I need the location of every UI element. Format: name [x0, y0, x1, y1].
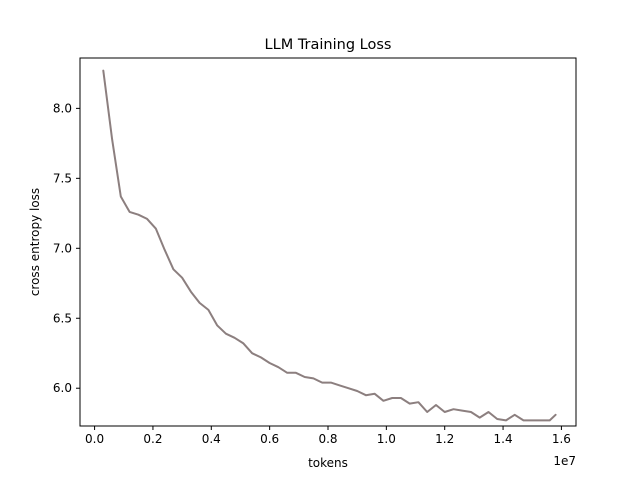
- y-tick-label: 6.0: [53, 381, 72, 395]
- x-tick-label: 1.4: [494, 432, 513, 446]
- y-axis-ticks: 6.0 6.5 7.0 7.5 8.0: [53, 101, 80, 395]
- x-axis-ticks: 0.0 0.2 0.4 0.6 0.8 1.0 1.2 1.4 1.6: [85, 426, 571, 446]
- y-tick-label: 8.0: [53, 101, 72, 115]
- loss-series-line: [102, 69, 557, 422]
- y-tick-label: 7.0: [53, 241, 72, 255]
- x-tick-label: 1.2: [435, 432, 454, 446]
- x-axis-label: tokens: [308, 456, 348, 470]
- x-tick-label: 0.8: [318, 432, 337, 446]
- x-tick-label: 1.6: [552, 432, 571, 446]
- x-axis-offset-label: 1e7: [553, 454, 576, 468]
- x-tick-label: 0.0: [85, 432, 104, 446]
- y-tick-label: 7.5: [53, 171, 72, 185]
- x-tick-label: 1.0: [377, 432, 396, 446]
- x-tick-label: 0.4: [202, 432, 221, 446]
- y-axis-label: cross entropy loss: [28, 188, 42, 296]
- x-tick-label: 0.2: [143, 432, 162, 446]
- y-tick-label: 6.5: [53, 311, 72, 325]
- plot-lines: [102, 69, 557, 422]
- chart-title: LLM Training Loss: [265, 37, 392, 53]
- x-tick-label: 0.6: [260, 432, 279, 446]
